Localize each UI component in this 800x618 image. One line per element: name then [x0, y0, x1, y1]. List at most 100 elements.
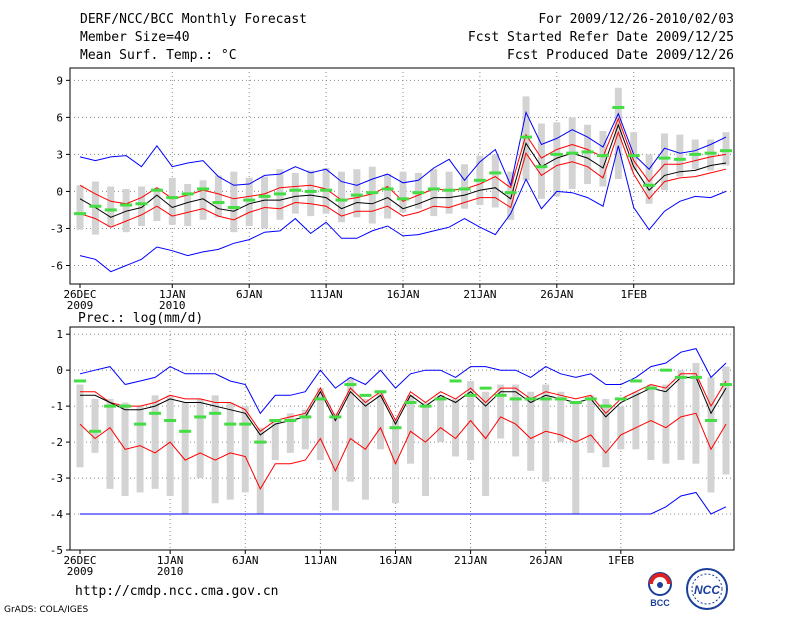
spread-box: [384, 174, 392, 219]
observation-mark: [464, 393, 477, 397]
observation-mark: [258, 194, 271, 198]
observation-mark: [335, 198, 348, 202]
y-tick-label: -2: [50, 436, 63, 449]
x-tick-label: 21JAN: [454, 554, 487, 567]
observation-mark: [74, 379, 86, 383]
observation-mark: [209, 411, 222, 415]
observation-mark: [689, 152, 702, 156]
observation-mark: [273, 192, 286, 196]
observation-mark: [419, 404, 432, 408]
spread-box: [507, 171, 515, 220]
observation-mark: [164, 419, 177, 423]
spread-low-line: [79, 130, 727, 228]
observation-mark: [104, 404, 117, 408]
x-tick-label: 6JAN: [232, 554, 259, 567]
refer-date: Fcst Started Refer Date 2009/12/25: [467, 30, 734, 45]
spread-box: [407, 395, 415, 464]
spread-box: [91, 398, 99, 453]
spread-box: [301, 409, 309, 450]
observation-mark: [134, 422, 147, 426]
observation-mark: [659, 368, 672, 372]
observation-mark: [581, 150, 594, 154]
produced-date: Fcst Produced Date 2009/12/26: [507, 48, 734, 63]
observation-mark: [704, 151, 717, 155]
spread-box: [76, 384, 84, 468]
max-line: [79, 110, 727, 187]
spread-box: [707, 139, 715, 171]
x-tick-sublabel: 2010: [159, 299, 186, 312]
observation-mark: [197, 187, 210, 191]
observation-mark: [366, 191, 379, 195]
observation-mark: [404, 401, 417, 405]
spread-box: [482, 391, 490, 497]
observation-mark: [320, 188, 333, 192]
x-tick-label: 26JAN: [529, 554, 562, 567]
spread-box: [166, 395, 174, 497]
x-tick-label: 1JAN: [159, 288, 186, 301]
spread-box: [553, 122, 561, 197]
observation-mark: [397, 197, 409, 201]
observation-mark: [149, 411, 162, 415]
observation-mark: [89, 429, 102, 433]
ensemble-mean-line: [80, 376, 727, 436]
y-tick-label: -1: [50, 400, 63, 413]
spread-box: [437, 395, 445, 443]
min-line: [80, 491, 727, 515]
x-tick-label: 11JAN: [310, 288, 343, 301]
spread-box: [76, 185, 84, 230]
spread-box: [461, 164, 469, 209]
observation-mark: [584, 397, 597, 401]
forecast-period: For 2009/12/26-2010/02/03: [538, 12, 734, 27]
observation-mark: [539, 397, 552, 401]
observation-mark: [449, 379, 462, 383]
spread-box: [491, 154, 499, 208]
observation-mark: [494, 393, 507, 397]
observation-mark: [243, 198, 256, 202]
observation-mark: [720, 149, 732, 153]
source-url[interactable]: http://cmdp.ncc.cma.gov.cn: [75, 584, 279, 599]
spread-box: [722, 132, 730, 166]
x-tick-label: 26DEC: [63, 288, 96, 301]
y-tick-label: -5: [50, 544, 63, 557]
spread-box: [557, 391, 565, 443]
spread-box: [153, 187, 161, 222]
observation-mark: [304, 189, 317, 193]
spread-box: [368, 166, 376, 224]
observation-mark: [509, 397, 522, 401]
y-tick-label: 6: [56, 111, 63, 124]
spread-box: [722, 366, 730, 475]
observation-mark: [612, 105, 625, 109]
observation-mark: [344, 383, 357, 387]
y-tick-label: 3: [56, 148, 63, 161]
observation-mark: [443, 188, 456, 192]
min-line: [79, 145, 727, 273]
observation-mark: [194, 415, 207, 419]
observation-mark: [389, 426, 402, 430]
ensemble-mean-line: [79, 123, 727, 218]
observation-mark: [179, 429, 192, 433]
observation-mark: [181, 192, 194, 196]
observation-mark: [427, 187, 440, 191]
observation-mark: [673, 157, 686, 161]
spread-box: [602, 398, 610, 468]
observation-mark: [479, 386, 492, 390]
y-tick-label: 1: [56, 328, 63, 341]
observation-mark: [104, 208, 117, 212]
x-tick-sublabel: 2009: [67, 299, 94, 312]
x-tick-label: 11JAN: [304, 554, 337, 567]
observation-mark: [239, 422, 252, 426]
y-tick-label: -4: [50, 508, 64, 521]
spread-box: [245, 177, 253, 226]
spread-box: [599, 130, 607, 187]
x-tick-label: 1FEB: [608, 554, 635, 567]
spread-box: [196, 398, 204, 479]
observation-mark: [119, 404, 132, 408]
observation-mark: [674, 375, 687, 379]
observation-mark: [150, 188, 163, 192]
observation-mark: [135, 202, 148, 206]
observation-mark: [704, 419, 717, 423]
spread-box: [647, 384, 655, 461]
observation-mark: [566, 151, 579, 155]
spread-box: [587, 395, 595, 453]
